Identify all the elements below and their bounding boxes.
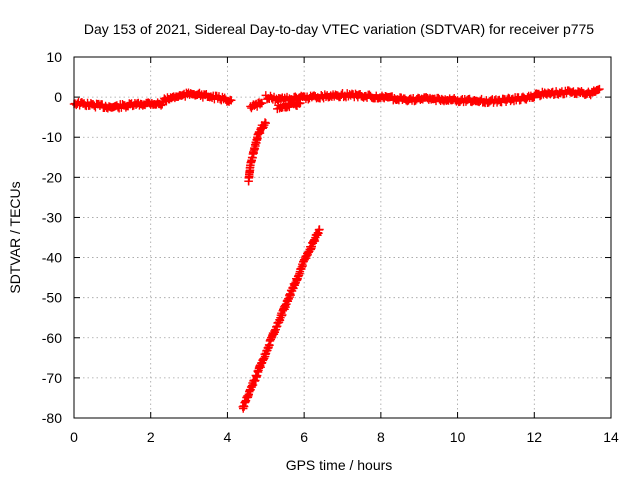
data-point [296,98,305,108]
data-series-segment [261,88,363,105]
x-tick-label: 2 [147,429,155,445]
data-series-segment [246,98,267,113]
x-tick-label: 0 [70,429,78,445]
data-series-segment [273,98,305,114]
y-tick-label: -30 [42,209,62,225]
y-tick-label: -70 [42,370,62,386]
y-tick-label: -60 [42,330,62,346]
x-tick-label: 6 [300,429,308,445]
x-tick-label: 10 [450,429,466,445]
chart-title: Day 153 of 2021, Sidereal Day-to-day VTE… [84,21,594,37]
axis-ticks [73,56,612,419]
data-series-segment [158,88,236,106]
data-series-segment [244,118,270,186]
x-tick-label: 4 [224,429,232,445]
data-point [315,225,324,234]
data-points [69,84,604,413]
data-point [227,96,236,105]
y-tick-label: 0 [54,89,62,105]
data-point [257,98,267,108]
data-series-segment [353,90,539,108]
plot-frame [73,56,612,419]
data-point [258,124,267,133]
y-tick-label: -10 [42,129,62,145]
y-tick-labels: 10 0 -10 -20 -30 -40 -50 -60 -70 -80 [42,49,62,426]
y-tick-label: -20 [42,169,62,185]
data-point [261,118,270,128]
data-point [260,118,270,127]
data-series-segment [530,84,604,101]
y-tick-label: -40 [42,250,62,266]
data-series-segment [69,97,167,113]
x-tick-label: 14 [603,429,619,445]
y-tick-label: -50 [42,290,62,306]
x-tick-label: 12 [526,429,542,445]
grid [74,57,611,418]
x-tick-labels: 0 2 4 6 8 10 12 14 [70,429,619,445]
y-tick-label: 10 [46,49,62,65]
y-tick-label: -80 [42,410,62,426]
data-point [595,84,604,94]
y-axis-label: SDTVAR / TECUs [7,181,23,293]
x-tick-label: 8 [377,429,385,445]
x-axis-label: GPS time / hours [286,457,393,473]
data-series-segment [238,225,324,413]
